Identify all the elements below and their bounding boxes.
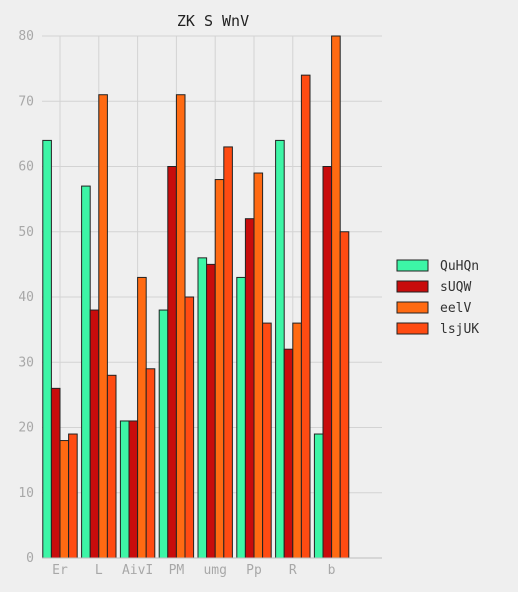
bar-eelV-b [331,35,341,559]
bar-sUQW-Er [50,387,61,559]
chart-title: ZK S WnV [177,12,249,30]
legend-swatch [396,301,429,314]
legend-swatch [396,259,429,272]
y-tick-label: 70 [18,94,34,109]
bar-lsjUK-R [300,74,311,559]
bar-sUQW-umg [206,263,216,559]
x-tick-label: umg [203,563,226,578]
legend-swatch [396,322,429,335]
bar-QuHQn-b [313,433,324,559]
bar-eelV-PM [175,94,186,559]
bar-sUQW-PM [167,166,177,559]
y-tick-label: 20 [18,421,34,436]
legend-swatch [396,280,429,293]
bar-QuHQn-L [81,185,91,559]
y-tick-label: 80 [18,29,34,44]
legend-label: QuHQn [440,259,479,274]
bar-sUQW-b [322,166,333,559]
bar-sUQW-L [89,309,100,559]
bar-QuHQn-Pp [236,276,246,559]
y-tick-label: 40 [18,290,34,305]
bar-lsjUK-L [106,374,117,559]
bar-lsjUK-Er [68,433,78,559]
bar-QuHQn-PM [158,309,169,559]
bar-sUQW-R [283,348,294,559]
y-tick-label: 30 [18,355,34,370]
y-tick-label: 10 [18,486,34,501]
bar-QuHQn-Er [42,139,52,559]
bar-eelV-L [98,94,108,559]
x-tick-label: PM [169,563,185,578]
bar-eelV-umg [214,179,225,559]
legend-label: lsjUK [440,322,479,337]
y-tick-label: 60 [18,160,34,175]
x-tick-label: b [328,563,336,578]
x-tick-label: L [95,563,103,578]
bar-lsjUK-PM [184,296,195,559]
bar-lsjUK-b [339,231,350,559]
x-tick-label: AivI [122,563,153,578]
y-tick-label: 50 [18,225,34,240]
bar-lsjUK-AivI [145,368,156,559]
bar-QuHQn-umg [197,257,208,559]
legend-label: sUQW [440,280,471,295]
bar-eelV-Pp [253,172,264,559]
legend-label: eelV [440,301,471,316]
bar-QuHQn-R [275,139,285,559]
x-tick-label: Er [52,563,68,578]
bar-eelV-AivI [137,276,147,559]
x-tick-label: Pp [246,563,262,578]
bar-eelV-R [292,322,302,559]
bar-QuHQn-AivI [119,420,130,559]
legend: QuHQn sUQW eelV lsjUK [396,259,479,337]
bar-lsjUK-Pp [262,322,272,559]
bars-layer [42,35,350,559]
bar-eelV-Er [59,440,70,559]
y-tick-label: 0 [26,551,34,566]
bar-sUQW-Pp [244,218,255,559]
x-tick-label: R [289,563,297,578]
bar-lsjUK-umg [223,146,233,559]
bar-sUQW-AivI [128,420,139,559]
